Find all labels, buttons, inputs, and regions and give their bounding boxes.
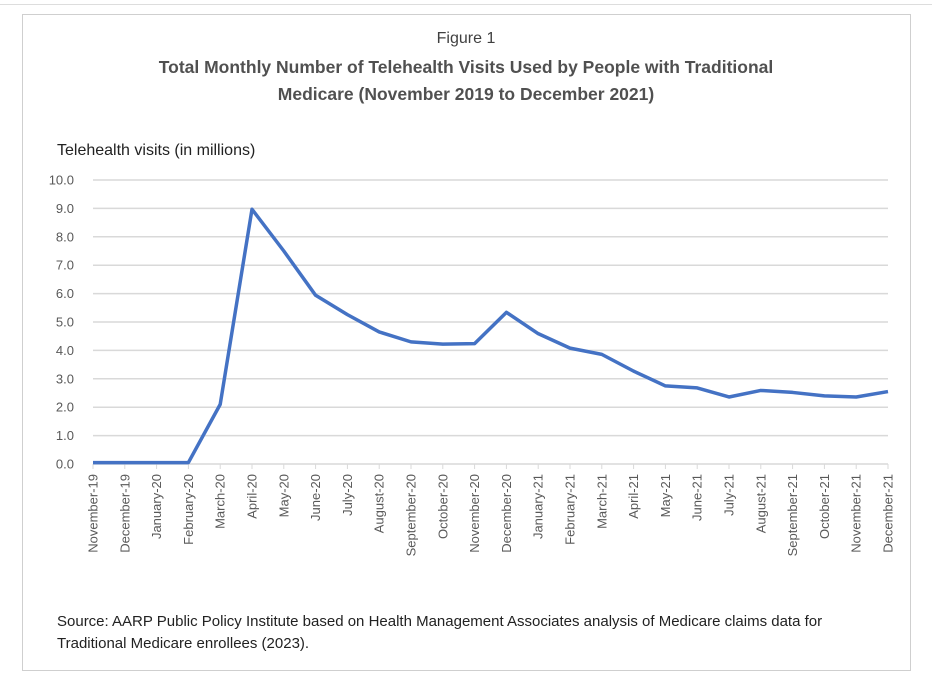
y-tick-label: 8.0 <box>56 229 74 244</box>
y-tick-label: 2.0 <box>56 400 74 415</box>
x-tick-label: November-21 <box>849 474 864 553</box>
x-tick-label: September-20 <box>404 474 419 556</box>
x-tick-label: November-19 <box>86 474 101 553</box>
y-axis-label: Telehealth visits (in millions) <box>57 142 256 159</box>
x-tick-label: January-21 <box>531 474 546 539</box>
y-tick-label: 9.0 <box>56 201 74 216</box>
y-tick-label: 4.0 <box>56 343 74 358</box>
x-tick-label: October-20 <box>435 474 450 539</box>
x-tick-label: October-21 <box>817 474 832 539</box>
figure-frame <box>22 14 911 671</box>
y-tick-label: 5.0 <box>56 315 74 330</box>
x-tick-label: September-21 <box>785 474 800 556</box>
x-tick-label: May-20 <box>276 474 291 517</box>
chart-title: Total Monthly Number of Telehealth Visit… <box>158 57 774 104</box>
x-tick-label: June-20 <box>308 474 323 521</box>
x-tick-label: April-21 <box>626 474 641 519</box>
y-tick-label: 3.0 <box>56 371 74 386</box>
source-note: Source: AARP Public Policy Institute bas… <box>57 613 823 652</box>
x-tick-label: March-21 <box>594 474 609 529</box>
x-tick-label: June-21 <box>690 474 705 521</box>
x-tick-label: May-21 <box>658 474 673 517</box>
y-tick-label: 1.0 <box>56 428 74 443</box>
x-tick-label: April-20 <box>245 474 260 519</box>
x-tick-label: July-21 <box>722 474 737 516</box>
x-tick-label: November-20 <box>467 474 482 553</box>
x-tick-label: July-20 <box>340 474 355 516</box>
data-line <box>93 207 889 465</box>
x-tick-label: August-20 <box>372 474 387 533</box>
x-tick-label: February-20 <box>181 474 196 545</box>
x-tick-label: January-20 <box>149 474 164 539</box>
y-tick-label: 0.0 <box>56 457 74 472</box>
top-divider <box>0 4 932 5</box>
y-tick-label: 7.0 <box>56 258 74 273</box>
x-tick-label: March-20 <box>213 474 228 529</box>
x-tick-label: December-19 <box>117 474 132 553</box>
y-tick-label: 10.0 <box>49 173 74 188</box>
x-tick-label: December-20 <box>499 474 514 553</box>
figure-label: Figure 1 <box>436 30 496 47</box>
x-tick-label: August-21 <box>753 474 768 533</box>
x-tick-label: December-21 <box>881 474 896 553</box>
x-tick-label: February-21 <box>563 474 578 545</box>
y-tick-label: 6.0 <box>56 286 74 301</box>
